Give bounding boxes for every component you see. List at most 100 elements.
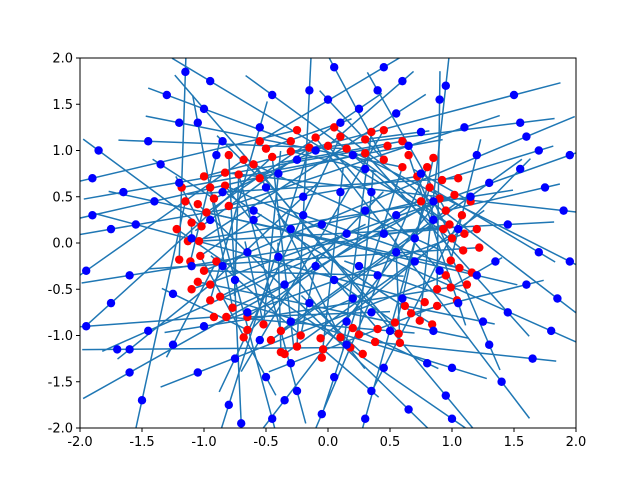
- blue-point: [509, 90, 519, 100]
- red-point: [425, 183, 434, 192]
- red-point: [187, 218, 196, 227]
- blue-point: [274, 169, 283, 178]
- blue-point: [243, 308, 252, 317]
- blue-point: [342, 229, 351, 238]
- red-point: [199, 172, 209, 181]
- blue-point: [379, 229, 388, 238]
- red-point: [447, 234, 457, 243]
- connection-line: [253, 163, 440, 251]
- blue-point: [447, 414, 457, 423]
- blue-point: [311, 146, 320, 155]
- red-point: [239, 155, 248, 164]
- blue-point: [88, 174, 97, 183]
- connection-line: [164, 283, 467, 334]
- connection-line: [218, 136, 342, 393]
- blue-point: [292, 155, 302, 164]
- red-point: [445, 220, 454, 229]
- blue-point: [491, 257, 500, 266]
- blue-point: [367, 308, 376, 317]
- red-point: [197, 222, 206, 231]
- blue-point: [144, 137, 153, 146]
- connection-line: [320, 249, 430, 339]
- red-point: [348, 323, 357, 333]
- blue-point: [522, 132, 531, 141]
- blue-point: [367, 187, 376, 197]
- red-point: [432, 285, 442, 294]
- blue-point: [206, 76, 215, 86]
- blue-point: [416, 127, 426, 137]
- blue-point: [175, 118, 184, 127]
- blue-point: [162, 90, 171, 100]
- blue-point: [361, 206, 370, 215]
- blue-point: [429, 326, 438, 336]
- connection-line: [198, 93, 427, 242]
- blue-point: [218, 137, 227, 146]
- connection-line: [209, 183, 318, 286]
- connection-line: [197, 281, 469, 339]
- red-point: [330, 123, 339, 132]
- blue-point: [137, 396, 147, 405]
- red-point: [220, 168, 230, 177]
- blue-point: [460, 123, 469, 132]
- red-point: [457, 211, 467, 220]
- blue-point: [175, 178, 184, 188]
- red-point: [202, 208, 211, 217]
- x-axis: -2.0 -1.5 -1.0 -0.5 0.0 0.5 1.0 1.5 2.0: [67, 428, 586, 450]
- blue-point: [249, 215, 258, 225]
- red-point: [268, 152, 277, 162]
- blue-point: [299, 211, 308, 220]
- blue-point: [454, 224, 463, 234]
- blue-point: [317, 220, 326, 229]
- red-point: [383, 141, 392, 151]
- red-point: [206, 183, 215, 192]
- connection-line: [206, 211, 518, 286]
- red-point: [462, 280, 472, 289]
- connection-line: [213, 142, 332, 200]
- blue-point: [261, 183, 271, 192]
- blue-point: [367, 386, 376, 396]
- red-point: [239, 333, 248, 342]
- connection-line: [148, 246, 480, 270]
- red-point: [193, 199, 202, 209]
- blue-point: [280, 280, 289, 289]
- red-point: [398, 162, 407, 172]
- blue-point: [348, 294, 357, 303]
- x-tick-label: 0.5: [380, 435, 401, 450]
- blue-point: [472, 150, 481, 160]
- blue-point: [88, 211, 97, 220]
- blue-point: [398, 294, 407, 303]
- connection-line: [321, 167, 344, 358]
- red-point: [234, 170, 243, 179]
- blue-point: [199, 104, 209, 114]
- connection-line: [277, 205, 473, 274]
- red-point: [181, 197, 190, 206]
- red-point: [394, 329, 403, 338]
- connection-line: [181, 138, 443, 189]
- red-point: [416, 197, 426, 206]
- red-point: [172, 224, 181, 234]
- red-point: [215, 292, 225, 301]
- red-point: [361, 135, 370, 144]
- blue-point: [193, 118, 202, 127]
- connection-line: [358, 170, 375, 335]
- red-point: [292, 342, 302, 351]
- red-point: [199, 266, 209, 275]
- blue-point: [485, 178, 494, 188]
- blue-point: [131, 220, 140, 229]
- connection-line: [281, 140, 403, 164]
- blue-point: [516, 118, 525, 127]
- blue-point: [330, 275, 339, 285]
- red-point: [446, 256, 455, 265]
- x-tick-label: 2.0: [566, 435, 587, 450]
- red-point: [423, 162, 432, 172]
- y-axis: -2.0 -1.5 -1.0 -0.5 0.0 0.5 1.0 1.5 2.0: [48, 52, 80, 437]
- connection-line: [82, 138, 202, 227]
- blue-point: [317, 409, 326, 419]
- connection-line: [233, 174, 240, 296]
- blue-point: [472, 271, 481, 280]
- blue-scatter-points: [82, 63, 574, 428]
- blue-point: [268, 414, 277, 423]
- blue-point: [330, 63, 339, 72]
- blue-point: [119, 187, 128, 197]
- blue-point: [516, 164, 525, 174]
